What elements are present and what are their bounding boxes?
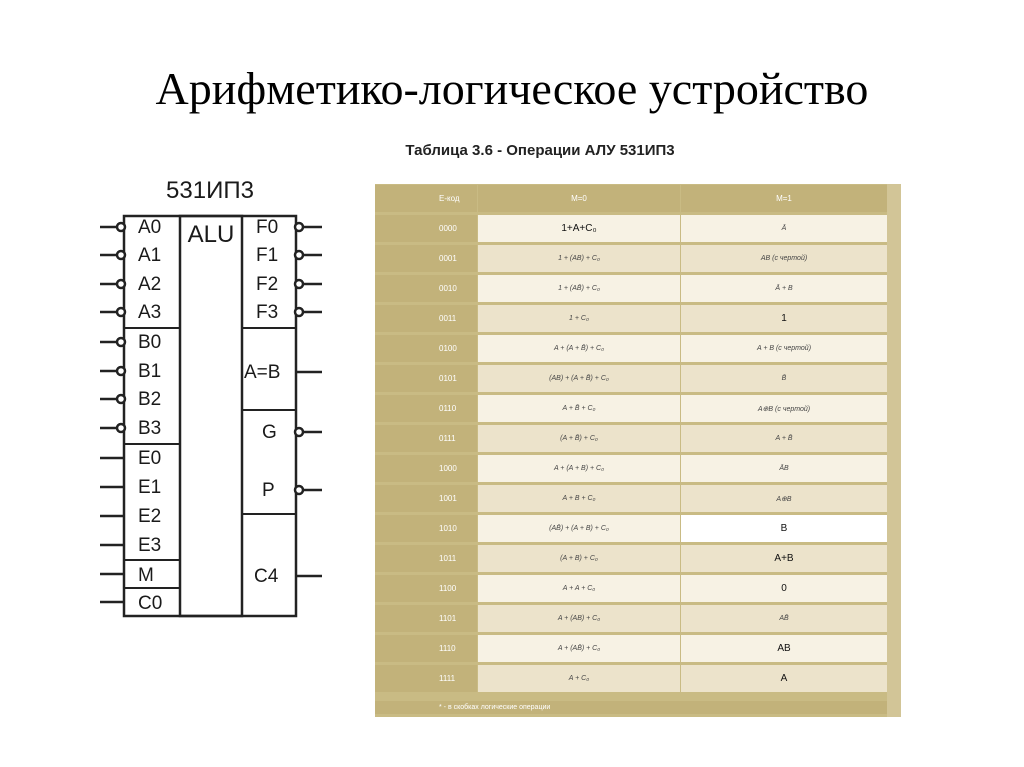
row-m0: 1 + C₀: [478, 305, 680, 332]
row-m1: 1: [681, 305, 887, 332]
row-m0: A + (A + B) + C₀: [478, 455, 680, 482]
row-m1: AB (с чертой): [681, 245, 887, 272]
row-m0: A + (AB) + C₀: [478, 605, 680, 632]
row-m0: A + B + C₀: [478, 485, 680, 512]
table-row: 1001 A + B + C₀ A⊕B: [375, 484, 887, 512]
pin-f2: F2: [256, 274, 278, 295]
pin-f3: F3: [256, 302, 278, 323]
row-m1: AB: [681, 635, 887, 662]
table-caption: Таблица 3.6 - Операции АЛУ 531ИП3: [405, 142, 675, 159]
header-m0: M=0: [478, 185, 680, 212]
row-m1: Ā + B: [681, 275, 887, 302]
pin-f0: F0: [256, 217, 278, 238]
row-m1: A⊕B (с чертой): [681, 395, 887, 422]
table-row: 0010 1 + (AB̄) + C₀ Ā + B: [375, 274, 887, 302]
header-m1: M=1: [681, 185, 887, 212]
row-m1: B̄: [681, 365, 887, 392]
pin-b3: B3: [138, 418, 161, 439]
row-code: 1110: [375, 635, 477, 662]
table-row: 1110 A + (AB̄) + C₀ AB: [375, 634, 887, 662]
row-m1: A⊕B: [681, 485, 887, 512]
table-row: 0101 (AB) + (A + B̄) + C₀ B̄: [375, 364, 887, 392]
pin-a0: A0: [138, 217, 161, 238]
row-m0: A + (A + B̄) + C₀: [478, 335, 680, 362]
chip-name: 531ИП3: [166, 180, 254, 204]
pin-a2: A2: [138, 274, 161, 295]
row-code: 1000: [375, 455, 477, 482]
slide-title: Арифметико-логическое устройство: [155, 63, 869, 114]
table-row: 1010 (AB̄) + (A + B) + C₀ B: [375, 514, 887, 542]
row-m0: 1 + (AB̄) + C₀: [478, 275, 680, 302]
row-code: 1010: [375, 515, 477, 542]
header-e-code: E-код: [375, 185, 477, 212]
row-m0: (AB̄) + (A + B) + C₀: [478, 515, 680, 542]
row-code: 0001: [375, 245, 477, 272]
pin-a-eq-b: A=B: [244, 362, 280, 383]
pin-e2: E2: [138, 506, 161, 527]
operations-table: E-код M=0 M=1 0000 1+A+C₀ Ā 0001 1 + (AB…: [375, 184, 901, 717]
pin-b0: B0: [138, 332, 161, 353]
table-row: 1111 A + C₀ A: [375, 664, 887, 692]
row-m0: 1 + (AB) + C₀: [478, 245, 680, 272]
row-code: 0010: [375, 275, 477, 302]
row-m0: A + (AB̄) + C₀: [478, 635, 680, 662]
row-m1: ĀB: [681, 455, 887, 482]
row-m0: (AB) + (A + B̄) + C₀: [478, 365, 680, 392]
row-code: 1011: [375, 545, 477, 572]
row-code: 0011: [375, 305, 477, 332]
row-code: 0100: [375, 335, 477, 362]
row-code: 0000: [375, 215, 477, 242]
pin-m: M: [138, 565, 154, 586]
pin-f1: F1: [256, 245, 278, 266]
row-m1: A: [681, 665, 887, 692]
row-m0: A + B̄ + C₀: [478, 395, 680, 422]
table-row: 1100 A + A + C₀ 0: [375, 574, 887, 602]
table-row: 0110 A + B̄ + C₀ A⊕B (с чертой): [375, 394, 887, 422]
row-m1: Ā: [681, 215, 887, 242]
table-row: 0100 A + (A + B̄) + C₀ A + B (с чертой): [375, 334, 887, 362]
row-m0: A + C₀: [478, 665, 680, 692]
row-m0: (A + B) + C₀: [478, 545, 680, 572]
row-code: 1101: [375, 605, 477, 632]
row-code: 1001: [375, 485, 477, 512]
table-row: 1000 A + (A + B) + C₀ ĀB: [375, 454, 887, 482]
table-row: 1011 (A + B) + C₀ A+B: [375, 544, 887, 572]
table-row: 0111 (A + B̄) + C₀ A + B̄: [375, 424, 887, 452]
pin-b2: B2: [138, 389, 161, 410]
row-code: 1111: [375, 665, 477, 692]
row-code: 1100: [375, 575, 477, 602]
pin-e1: E1: [138, 477, 161, 498]
row-m0: (A + B̄) + C₀: [478, 425, 680, 452]
row-m1: A + B̄: [681, 425, 887, 452]
row-m0: 1+A+C₀: [478, 215, 680, 242]
chip-core-label: ALU: [188, 221, 235, 248]
row-code: 0111: [375, 425, 477, 452]
pin-p: P: [262, 480, 275, 501]
row-m1: A+B: [681, 545, 887, 572]
pin-g: G: [262, 422, 277, 443]
row-m1: AB̄: [681, 605, 887, 632]
table-row: 0001 1 + (AB) + C₀ AB (с чертой): [375, 244, 887, 272]
pin-b1: B1: [138, 361, 161, 382]
row-m0: A + A + C₀: [478, 575, 680, 602]
pin-e3: E3: [138, 535, 161, 556]
table-row: 0011 1 + C₀ 1: [375, 304, 887, 332]
pin-c4: C4: [254, 566, 279, 587]
row-m1: 0: [681, 575, 887, 602]
row-code: 0110: [375, 395, 477, 422]
table-row: 0000 1+A+C₀ Ā: [375, 214, 887, 242]
pin-a1: A1: [138, 245, 161, 266]
table-row: 1101 A + (AB) + C₀ AB̄: [375, 604, 887, 632]
row-m1: B: [681, 515, 887, 542]
row-m1: A + B (с чертой): [681, 335, 887, 362]
pin-e0: E0: [138, 448, 161, 469]
pin-a3: A3: [138, 302, 161, 323]
pin-c0: C0: [138, 593, 162, 614]
alu-chip-diagram: 531ИП3 ALU A0 A1 A2 A3 B0 B1 B2 B3 E0 E1…: [100, 180, 330, 620]
row-code: 0101: [375, 365, 477, 392]
table-footnote: * - в скобках логические операции: [375, 701, 887, 714]
table-header-row: E-код M=0 M=1: [375, 184, 887, 212]
